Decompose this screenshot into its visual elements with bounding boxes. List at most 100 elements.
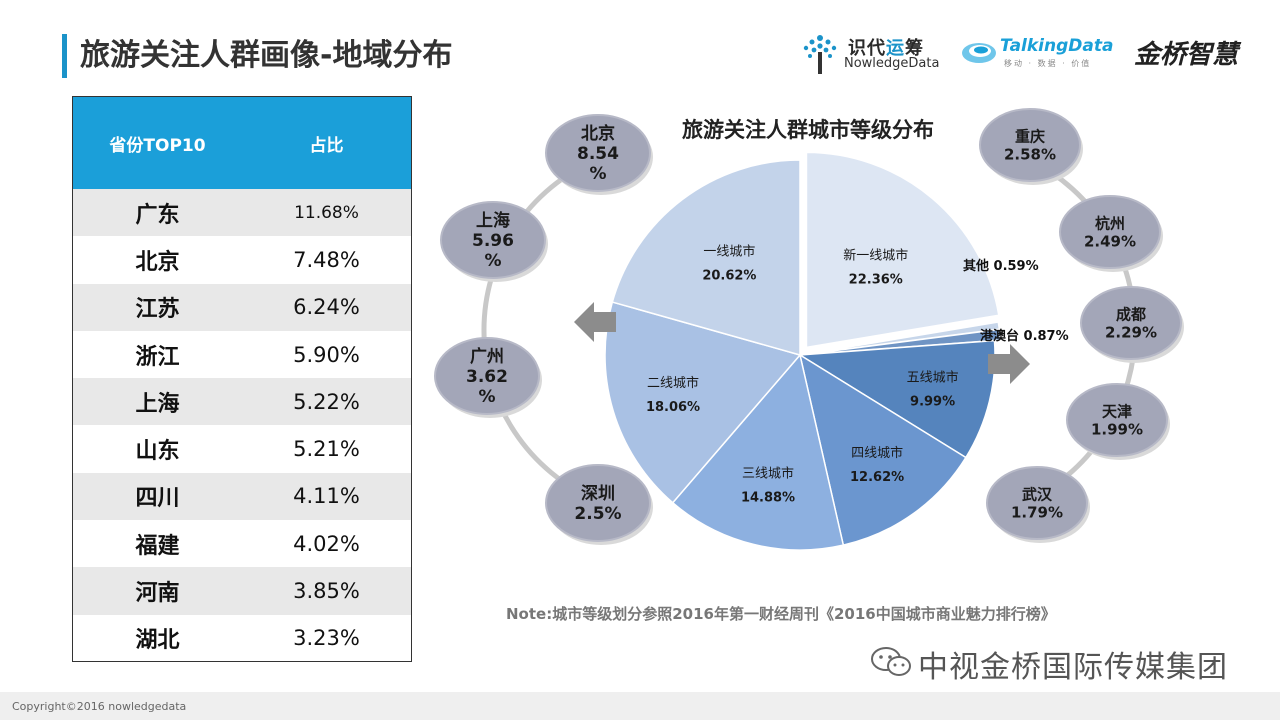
bubble-label: 8.54: [577, 144, 619, 164]
slice-name-label: 三线城市: [742, 466, 794, 482]
pie-slice: [805, 151, 1000, 349]
bubble-label: 重庆: [1015, 127, 1045, 145]
bubble-label: 上海: [476, 210, 510, 231]
pie-slice: [797, 339, 996, 459]
city-bubble: 重庆2.58%: [979, 108, 1083, 185]
jinqiao-logo: 金桥智慧: [1134, 40, 1239, 70]
watermark: 中视金桥国际传媒集团: [870, 640, 1250, 685]
pie-slice-labels: 新一线城市 22.36% 其他 0.59% 港澳台 0.87% 五线城市 9.99% 四线城…: [646, 244, 1069, 506]
header-province: 省份TOP10: [109, 135, 206, 156]
province-cell: 四川: [135, 486, 180, 512]
left-connector-arc: [481, 157, 597, 503]
nowledge-cn-c: 筹: [905, 38, 924, 59]
bubble-label: 1.99%: [1091, 420, 1143, 438]
pie-slice: [798, 353, 967, 547]
table-row: 浙江 5.90%: [73, 331, 411, 378]
slice-value-label: 9.99%: [910, 394, 955, 409]
bubble-label: 武汉: [1022, 485, 1053, 503]
city-bubble: 天津1.99%: [1066, 383, 1170, 460]
province-cell: 广东: [135, 202, 180, 228]
province-cell: 山东: [135, 439, 180, 465]
pie-slice: [611, 159, 801, 356]
logo-group: 识代运筹 NowledgeData TalkingData 移动 · 数据 · …: [800, 30, 1240, 80]
watermark-text: 中视金桥国际传媒集团: [918, 650, 1228, 685]
city-bubble: 深圳2.5%: [545, 464, 653, 545]
footer-bar: [0, 692, 1280, 720]
bubble-label: 成都: [1116, 305, 1146, 323]
bubble-label: 天津: [1102, 402, 1132, 420]
bubble-shape: [986, 466, 1088, 540]
bubble-shape: [1059, 195, 1161, 269]
bubble-label: %: [478, 387, 495, 407]
table-row: 上海 5.22%: [73, 378, 411, 426]
chart-title: 旅游关注人群城市等级分布: [682, 118, 934, 142]
share-cell: 4.11%: [293, 484, 360, 509]
city-bubble: 上海5.96%: [440, 201, 548, 282]
slice-name-label: 五线城市: [907, 369, 959, 385]
nowledgedata-logo: 识代运筹 NowledgeData: [800, 30, 950, 80]
province-cell: 江苏: [135, 297, 180, 323]
province-cell: 浙江: [135, 344, 180, 370]
bubble-label: 2.49%: [1084, 232, 1136, 250]
share-cell: 5.22%: [293, 389, 360, 414]
wechat-icon: [871, 647, 911, 676]
slice-name-label: 四线城市: [851, 445, 903, 461]
bubble-shape: [545, 114, 651, 192]
share-cell: 7.48%: [293, 247, 360, 272]
page-title: 旅游关注人群画像-地域分布: [80, 38, 453, 73]
slice-label: 其他 0.59%: [963, 258, 1039, 274]
share-cell: 11.68%: [294, 202, 359, 223]
bubble-label: 1.79%: [1011, 503, 1063, 521]
province-cell: 河南: [135, 581, 180, 607]
province-cell: 上海: [135, 391, 180, 417]
share-cell: 5.21%: [293, 437, 360, 462]
table-row: 福建 4.02%: [73, 520, 411, 567]
table-row: 北京 7.48%: [73, 236, 411, 283]
chart-note: Note:城市等级划分参照2016年第一财经周刊《2016中国城市商业魅力排行榜…: [506, 605, 1056, 623]
nowledge-en: NowledgeData: [844, 56, 940, 71]
bubble-label: 深圳: [581, 483, 615, 504]
tree-logo-icon: [803, 35, 837, 74]
bubble-shape: [545, 464, 651, 542]
slice-value-label: 20.62%: [702, 269, 756, 284]
bubble-label: 2.58%: [1004, 145, 1056, 163]
nowledge-cn-b: 运: [886, 38, 905, 59]
table-row: 江苏 6.24%: [73, 283, 411, 331]
province-cell: 湖北: [135, 628, 180, 654]
city-tier-chart: 旅游关注人群城市等级分布 新一线城市 22.36% 其他 0.59% 港澳台 0.87…: [434, 108, 1184, 551]
city-bubble: 北京8.54%: [545, 114, 653, 195]
slice-name-label: 新一线城市: [843, 248, 908, 264]
title-accent-bar: [62, 34, 67, 78]
bubble-shape: [1080, 286, 1182, 360]
bubble-shape: [979, 108, 1081, 182]
share-cell: 6.24%: [293, 295, 360, 320]
table-row: 四川 4.11%: [73, 472, 411, 521]
bubble-label: 北京: [581, 123, 615, 144]
bubble-label: %: [589, 164, 606, 184]
province-cell: 福建: [135, 533, 180, 559]
province-table: 省份TOP10 占比 广东 11.68% 北京 7.48% 江苏 6.24% 浙江 5.…: [72, 96, 412, 662]
bubble-label: 2.29%: [1105, 323, 1157, 341]
pie-slices: [604, 151, 1002, 551]
pie-slice: [805, 328, 1002, 356]
left-arrow-icon: [574, 302, 616, 342]
slice-name-label: 二线城市: [647, 375, 699, 391]
talkingdata-logo: TalkingData 移动 · 数据 · 价值: [960, 34, 1113, 74]
pie-slice: [671, 353, 845, 551]
bubble-shape: [434, 337, 540, 415]
bubble-label: 2.5%: [574, 504, 621, 524]
slice-value-label: 14.88%: [741, 491, 795, 506]
header-share: 占比: [309, 135, 344, 156]
nowledge-cn-a: 识代: [848, 38, 886, 59]
bubble-label: 5.96: [472, 231, 514, 251]
bubble-label: 3.62: [466, 367, 508, 387]
share-cell: 3.85%: [293, 579, 360, 604]
slice-name-label: 一线城市: [703, 244, 755, 260]
slice-value-label: 12.62%: [850, 470, 904, 485]
table-row: 广东 11.68%: [73, 189, 411, 237]
share-cell: 4.02%: [293, 531, 360, 556]
copyright: Copyright©2016 nowledgedata: [12, 700, 187, 713]
slice-label: 港澳台 0.87%: [980, 328, 1069, 344]
right-arrow-icon: [988, 344, 1030, 384]
table-header: 省份TOP10 占比: [73, 97, 411, 189]
